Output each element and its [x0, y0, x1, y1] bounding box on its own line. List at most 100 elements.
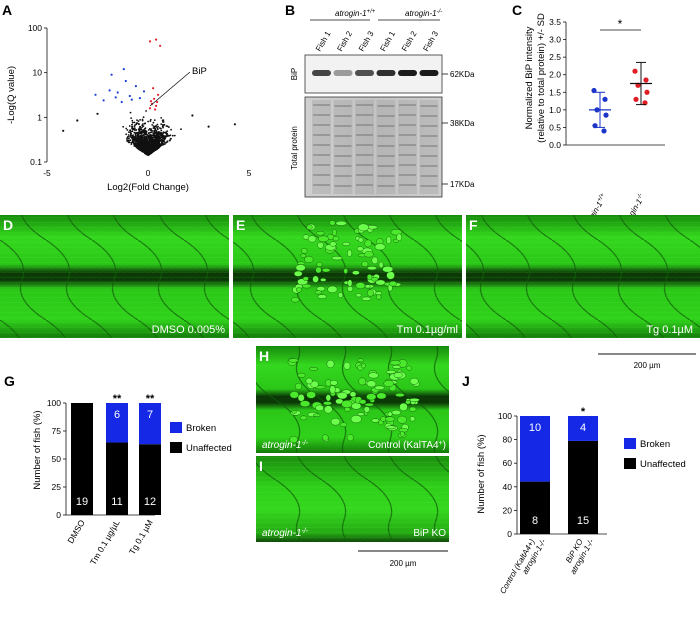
broken-fiber-fragment	[397, 415, 408, 424]
broken-fiber-fragment	[317, 294, 327, 299]
total-protein-band	[399, 134, 416, 136]
bar-significance: **	[113, 393, 122, 405]
blot-group2-label: atrogin-1-/-	[405, 9, 442, 18]
broken-fiber-fragment	[355, 293, 362, 298]
volcano-point	[154, 145, 157, 147]
volcano-point	[127, 134, 130, 136]
d-treatment-label: DMSO 0.005%	[152, 324, 226, 336]
c-data-point	[643, 77, 649, 83]
volcano-point	[126, 129, 129, 131]
volcano-xlabel: Log2(Fold Change)	[107, 182, 189, 193]
broken-fiber-fragment	[399, 431, 405, 437]
broken-fiber-fragment	[332, 236, 340, 242]
bar-ytick-label: 25	[52, 482, 62, 492]
volcano-point	[160, 117, 163, 119]
volcano-point	[147, 120, 150, 123]
volcano-point	[148, 127, 151, 130]
broken-fiber-fragment	[327, 285, 338, 294]
volcano-point	[142, 129, 145, 131]
bar-category-label: DMSO	[65, 518, 87, 545]
volcano-point	[135, 137, 138, 140]
volcano-point	[116, 91, 119, 94]
broken-fiber-fragment	[360, 363, 366, 369]
j-legend-unaffected: Unaffected	[640, 459, 686, 470]
volcano-point	[161, 132, 163, 135]
broken-fiber-fragment	[387, 411, 393, 417]
total-protein-band	[377, 135, 395, 137]
bar-ytick-label: 0	[507, 529, 512, 539]
broken-fiber-fragment	[371, 418, 380, 423]
panel-e-micrograph: E Tm 0.1µg/ml	[233, 215, 462, 338]
h-broken-fibers	[287, 357, 420, 444]
total-protein-band	[334, 175, 352, 177]
total-protein-band	[420, 115, 438, 117]
volcano-point	[142, 90, 146, 93]
broken-fiber-fragment	[321, 434, 329, 441]
volcano-point	[149, 148, 152, 151]
panel-h-letter: H	[259, 348, 269, 364]
broken-fiber-fragment	[371, 256, 378, 265]
total-protein-band	[399, 164, 416, 166]
total-protein-band	[356, 114, 373, 116]
bar-ytick-label: 80	[503, 435, 513, 445]
f-treatment-label: Tg 0.1µM	[646, 324, 693, 336]
panel-i-micrograph: I atrogin-1-/- BiP KO 200 µm	[256, 456, 449, 568]
volcano-point	[141, 138, 144, 141]
broken-fiber-fragment	[374, 385, 385, 390]
volcano-point	[191, 114, 194, 117]
total-protein-band	[334, 145, 352, 147]
volcano-point-cloud	[122, 110, 182, 157]
volcano-point	[142, 134, 145, 137]
volcano-point	[139, 126, 142, 128]
broken-fiber-fragment	[391, 410, 401, 416]
volcano-point	[169, 138, 172, 140]
broken-fiber-fragment	[312, 275, 319, 283]
g-legend-unaffected: Unaffected	[186, 443, 232, 454]
total-protein-lane	[376, 100, 396, 194]
blot-lane-label: Fish 1	[314, 29, 333, 53]
broken-fiber-fragment	[355, 282, 366, 289]
broken-fiber-fragment	[342, 241, 351, 246]
volcano-point	[162, 135, 165, 137]
volcano-point	[162, 126, 164, 129]
broken-fiber-fragment	[347, 279, 353, 287]
j-ylabel: Number of fish (%)	[476, 434, 487, 513]
volcano-point	[129, 139, 132, 142]
broken-fiber-fragment	[289, 391, 299, 399]
volcano-point	[160, 129, 163, 132]
broken-fiber-fragment	[406, 365, 412, 371]
volcano-point	[163, 140, 166, 142]
broken-fiber-fragment	[309, 367, 319, 371]
g-legend-unaffected-swatch	[170, 442, 182, 453]
total-protein-band	[313, 164, 330, 166]
volcano-point	[130, 98, 133, 101]
volcano-point	[164, 136, 167, 138]
volcano-point	[155, 136, 158, 138]
volcano-point	[129, 129, 131, 132]
volcano-point	[133, 131, 136, 134]
total-protein-blot	[304, 96, 443, 198]
volcano-highlight-points	[62, 38, 236, 132]
bip-band	[355, 70, 374, 76]
volcano-point	[149, 139, 152, 142]
volcano-point	[128, 125, 131, 127]
volcano-point	[153, 150, 156, 152]
broken-fiber-fragment	[295, 382, 303, 390]
panel-f-letter: F	[469, 217, 478, 233]
total-protein-band	[334, 165, 352, 167]
volcano-point	[129, 131, 132, 134]
volcano-point	[154, 147, 156, 150]
d-fiber-pattern	[0, 215, 229, 338]
broken-fiber-fragment	[301, 247, 308, 254]
c-plot: 0.0 0.5 1.0 1.5 2.0 2.5 3.0 3.5 *	[549, 17, 665, 150]
volcano-point	[124, 79, 127, 83]
bar-category-label: Tm 0.1 µg/µL	[88, 518, 122, 567]
volcano-point	[154, 131, 157, 134]
broken-fiber-fragment	[299, 415, 308, 421]
volcano-point	[148, 40, 152, 43]
volcano-point	[126, 139, 128, 141]
volcano-point	[159, 143, 162, 146]
volcano-point	[125, 133, 128, 136]
bar-significance: *	[581, 406, 586, 418]
bip-annotation: BiP	[192, 66, 207, 77]
